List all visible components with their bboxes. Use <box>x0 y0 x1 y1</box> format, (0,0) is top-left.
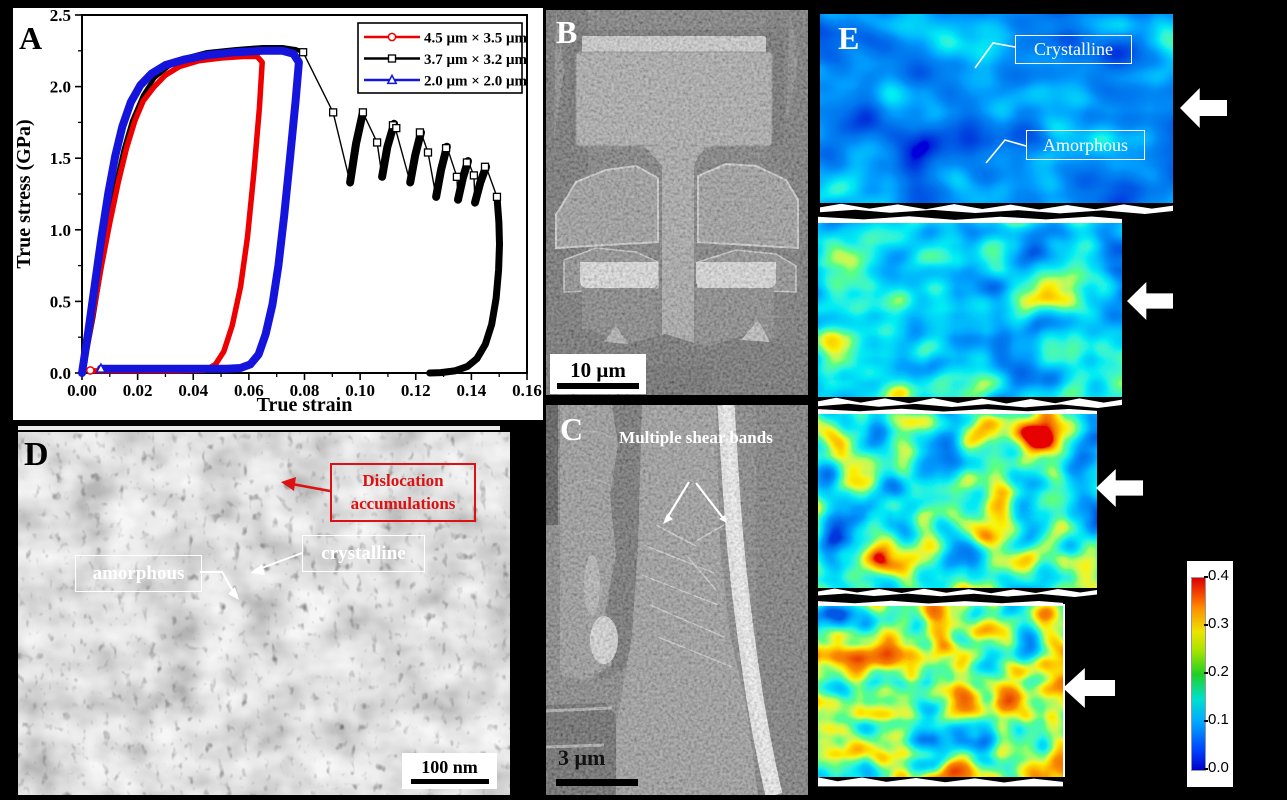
series-3.7um-strain-bursts <box>432 142 451 201</box>
left-arrow-icon-4 <box>1063 668 1115 708</box>
panel-a: 0.00 0.02 0.04 0.06 0.08 0.10 0.12 0.14 0.16 0.0 0… <box>13 8 543 420</box>
x-axis-title: True strain <box>257 394 353 416</box>
strain-map-2 <box>818 222 1122 397</box>
scale-bar-d-label: 100 nm <box>421 757 478 778</box>
colorbar-tickmark <box>1204 576 1208 578</box>
strain-map-1: E Crystalline Amorphous <box>820 14 1173 203</box>
legend-entry-label: 4.5 μm × 3.5 μm <box>424 31 528 47</box>
axis-text: 0.00 <box>67 381 97 400</box>
torn-edge-7 <box>818 777 1063 787</box>
torn-edge-3 <box>818 397 1122 408</box>
scale-bar-c-label: 3 μm <box>558 745 606 770</box>
axis-text: 0.14 <box>457 381 487 400</box>
colorbar-tickmark <box>1204 624 1208 626</box>
strain-map-3-texture <box>818 412 1097 588</box>
scale-bar-b: 10 μm <box>550 354 646 394</box>
strain-map-4 <box>818 604 1065 777</box>
panel-d-top-edge <box>18 426 500 430</box>
panel-label-c: C <box>560 411 584 447</box>
colorbar-tick-label: 0.4 <box>1208 567 1229 584</box>
strain-map-4-texture <box>818 604 1063 777</box>
annotation-box-crystalline: crystalline <box>302 535 425 572</box>
scale-bar-d-line <box>410 778 489 784</box>
panel-b-sem-micropillar: B 10 μm <box>546 10 808 395</box>
annotation-box-crystalline-map: Crystalline <box>1015 35 1132 64</box>
series-3.7um-unloading <box>426 193 503 377</box>
strain-map-2-texture <box>818 222 1122 397</box>
axis-text: 0.16 <box>512 381 542 400</box>
sem-pillar-shapes <box>546 10 808 395</box>
colorbar-tick-label: 0.3 <box>1208 615 1229 632</box>
strain-map-3 <box>818 412 1097 588</box>
panel-label-b: B <box>556 14 578 50</box>
colorbar: 0.4 0.3 0.2 0.1 0.0 <box>1187 561 1233 787</box>
annotation-box-amorphous-map: Amorphous <box>1026 130 1145 160</box>
left-arrow-icon-1 <box>1180 88 1227 128</box>
series-3.7um-strain-bursts <box>406 128 425 187</box>
torn-edge-4 <box>818 408 1097 414</box>
panel-label-a: A <box>19 20 43 56</box>
scale-bar-b-line <box>557 383 639 390</box>
axis-text: 2.5 <box>50 8 71 25</box>
legend-entry-label: 2.0 μm × 2.0 μm <box>424 74 528 90</box>
axis-text: 0.0 <box>50 364 71 383</box>
colorbar-tick-label: 0.1 <box>1208 711 1229 728</box>
axis-text: 1.5 <box>50 149 71 168</box>
scale-bar-c-line <box>556 779 638 786</box>
axis-text: 2.0 <box>50 78 71 97</box>
colorbar-tickmark <box>1204 672 1208 674</box>
axis-text: 0.08 <box>290 381 320 400</box>
legend-entry-label: 3.7 μm × 3.2 μm <box>424 52 528 68</box>
series-4.5um-loop <box>79 53 265 376</box>
series-3.7um-strain-bursts <box>471 162 491 207</box>
left-arrow-icon-2 <box>1127 282 1173 320</box>
scale-bar-d: 100 nm <box>402 753 497 789</box>
left-arrow-icon-3 <box>1096 469 1143 507</box>
axis-text: 0.06 <box>234 381 264 400</box>
series-3.7um-strain-bursts <box>454 157 472 204</box>
series-3.7um-strain-bursts <box>378 119 399 181</box>
axis-text: 0.02 <box>123 381 153 400</box>
stress-strain-chart: 0.00 0.02 0.04 0.06 0.08 0.10 0.12 0.14 0.16 0.0 0… <box>13 8 542 416</box>
series-3.7um-strain-bursts <box>346 108 367 187</box>
colorbar-tick-label: 0.2 <box>1208 663 1229 680</box>
panel-c-sem-shear-bands: C Multiple shear bands 3 μm <box>546 405 808 795</box>
panel-label-e: E <box>838 20 860 56</box>
sem-pillar-side-shapes <box>546 405 808 795</box>
series-2.0um-loop <box>78 46 303 377</box>
axis-text: 0.12 <box>401 381 431 400</box>
axis-text: 1.0 <box>50 221 71 240</box>
colorbar-tickmark <box>1204 768 1208 770</box>
legend: 4.5 μm × 3.5 μm 3.7 μm × 3.2 μm 2.0 μm × 2… <box>357 22 528 94</box>
torn-edge-2 <box>818 216 1122 223</box>
annotation-box-dislocation: Dislocation accumulations <box>330 463 476 522</box>
colorbar-tick-label: 0.0 <box>1208 759 1229 776</box>
colorbar-gradient <box>1191 577 1206 771</box>
shear-bands-annotation: Multiple shear bands <box>619 428 773 447</box>
annotation-box-amorphous: amorphous <box>75 555 202 592</box>
axis-text: 0.04 <box>178 381 208 400</box>
panel-label-d: D <box>24 436 49 473</box>
axis-text: 0.5 <box>50 292 71 311</box>
axis-text: 0.10 <box>345 381 375 400</box>
scale-bar-b-label: 10 μm <box>570 357 626 382</box>
torn-edge-6 <box>818 600 1063 606</box>
y-axis-title: True stress (GPa) <box>13 119 35 268</box>
torn-edge-5 <box>818 588 1097 597</box>
panel-d-tem: D Dislocation accumulations crystalline … <box>18 432 510 795</box>
torn-edge-1 <box>820 203 1173 214</box>
colorbar-tickmark <box>1204 720 1208 722</box>
